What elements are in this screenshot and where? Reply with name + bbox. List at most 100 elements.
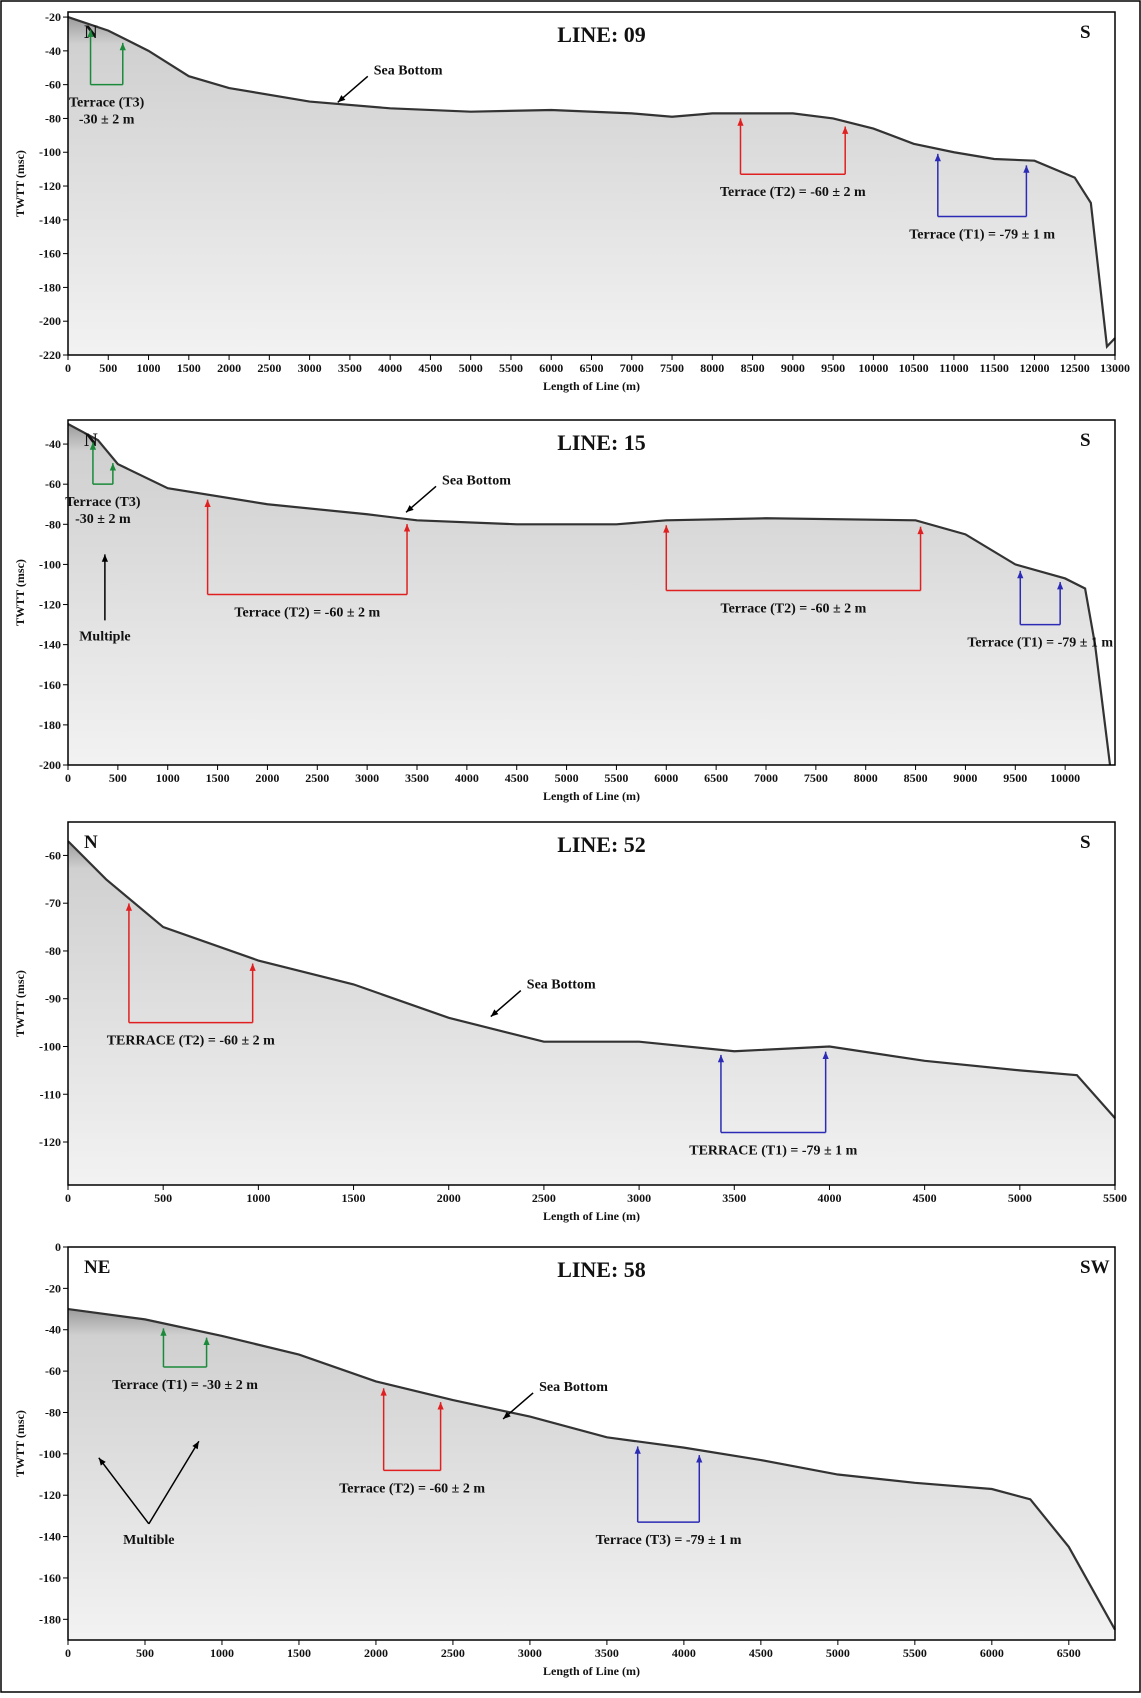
- x-tick-label: 4000: [378, 361, 402, 375]
- x-axis-label: Length of Line (m): [543, 789, 640, 803]
- x-tick-label: 5000: [1008, 1191, 1032, 1205]
- x-tick-label: 3000: [298, 361, 322, 375]
- x-tick-label: 4000: [455, 771, 479, 785]
- pointer-label: Sea Bottom: [374, 63, 443, 78]
- compass-left: N: [84, 430, 98, 451]
- terrace-arrow-head: [822, 1051, 829, 1060]
- seismic-fill: [68, 424, 1111, 765]
- y-tick-label: -220: [39, 348, 61, 362]
- x-tick-label: 4000: [817, 1191, 841, 1205]
- x-tick-label: 500: [109, 771, 127, 785]
- terrace-arrow-head: [634, 1446, 641, 1454]
- y-tick-label: -120: [39, 1488, 61, 1502]
- x-tick-label: 4500: [913, 1191, 937, 1205]
- y-axis-label: TWTT (msc): [13, 150, 27, 217]
- pointer-arrow: [148, 1440, 200, 1525]
- x-tick-label: 1500: [206, 771, 230, 785]
- terrace-label: TERRACE (T1) = -79 ± 1 m: [689, 1143, 857, 1158]
- y-axis-label: TWTT (msc): [13, 970, 27, 1037]
- x-tick-label: 4500: [418, 361, 442, 375]
- terrace-arrow-head: [1017, 570, 1024, 579]
- x-tick-label: 0: [65, 771, 71, 785]
- y-tick-label: 0: [55, 1240, 61, 1254]
- pointer-arrow-head: [490, 1009, 499, 1017]
- plot-frame: [67, 1246, 1116, 1641]
- x-tick-label: 13000: [1100, 361, 1130, 375]
- x-tick-label: 500: [99, 361, 117, 375]
- sea-bottom-line: [67, 1307, 1116, 1631]
- terrace-arrow-head: [87, 29, 94, 38]
- compass-right: S: [1080, 22, 1091, 43]
- x-tick-label: 3000: [518, 1646, 542, 1660]
- terrace-arrow-head: [160, 1328, 167, 1336]
- x-tick-label: 8000: [854, 771, 878, 785]
- x-tick-label: 1000: [137, 361, 161, 375]
- terrace-label: Terrace (T1) = -30 ± 2 m: [112, 1378, 258, 1393]
- chart-title: LINE: 52: [557, 832, 646, 857]
- terrace-label: Terrace (T1) = -79 ± 1 m: [909, 227, 1055, 242]
- x-tick-label: 11500: [980, 361, 1009, 375]
- x-tick-label: 500: [136, 1646, 154, 1660]
- pointer-arrow: [98, 1457, 150, 1525]
- x-tick-label: 1500: [342, 1191, 366, 1205]
- y-tick-label: -40: [45, 1323, 61, 1337]
- terrace-arrow-head: [109, 463, 116, 471]
- pointer-label: Multible: [123, 1533, 174, 1548]
- x-tick-label: 10000: [858, 361, 888, 375]
- x-tick-label: 1500: [287, 1646, 311, 1660]
- plot-frame: [67, 419, 1116, 766]
- terrace-arrow-head: [437, 1402, 444, 1410]
- terrace-arrow-head: [380, 1388, 387, 1396]
- y-tick-label: -60: [45, 1364, 61, 1378]
- x-tick-label: 5500: [903, 1646, 927, 1660]
- terrace-label: -30 ± 2 m: [79, 113, 135, 128]
- y-tick-label: -40: [45, 437, 61, 451]
- x-tick-label: 0: [65, 361, 71, 375]
- x-tick-label: 6000: [654, 771, 678, 785]
- x-tick-label: 2500: [532, 1191, 556, 1205]
- compass-right: S: [1080, 832, 1091, 853]
- terrace-arrow-head: [696, 1455, 703, 1463]
- x-tick-label: 7500: [804, 771, 828, 785]
- x-tick-label: 2500: [305, 771, 329, 785]
- y-tick-label: -100: [39, 1447, 61, 1461]
- x-tick-label: 0: [65, 1191, 71, 1205]
- y-tick-label: -20: [45, 1281, 61, 1295]
- sea-bottom-line: [67, 840, 1116, 1119]
- x-tick-label: 8500: [741, 361, 765, 375]
- y-tick-label: -100: [39, 1039, 61, 1053]
- y-tick-label: -100: [39, 145, 61, 159]
- x-axis-label: Length of Line (m): [543, 1209, 640, 1223]
- x-tick-label: 8000: [700, 361, 724, 375]
- y-tick-label: -180: [39, 718, 61, 732]
- terrace-arrow-head: [204, 499, 211, 507]
- y-tick-label: -80: [45, 517, 61, 531]
- x-tick-label: 3500: [722, 1191, 746, 1205]
- pointer-arrow-head: [101, 554, 109, 562]
- terrace-label: Terrace (T2) = -60 ± 2 m: [339, 1481, 485, 1496]
- seismic-fill: [68, 1309, 1115, 1640]
- terrace-label: Terrace (T2) = -60 ± 2 m: [234, 606, 380, 621]
- y-tick-label: -140: [39, 1530, 61, 1544]
- y-tick-label: -60: [45, 78, 61, 92]
- terrace-label: TERRACE (T2) = -60 ± 2 m: [107, 1034, 275, 1049]
- x-tick-label: 5500: [1103, 1191, 1127, 1205]
- y-tick-label: -180: [39, 280, 61, 294]
- pointer-arrow-head: [337, 95, 346, 103]
- x-tick-label: 4000: [672, 1646, 696, 1660]
- x-tick-label: 5000: [459, 361, 483, 375]
- x-tick-label: 9500: [1003, 771, 1027, 785]
- pointer-arrow-head: [192, 1441, 199, 1450]
- chart-title: LINE: 15: [557, 430, 646, 455]
- y-tick-label: -200: [39, 758, 61, 772]
- y-tick-label: -140: [39, 638, 61, 652]
- y-tick-label: -180: [39, 1612, 61, 1626]
- x-tick-label: 500: [154, 1191, 172, 1205]
- x-tick-label: 1500: [177, 361, 201, 375]
- terrace-arrow-head: [842, 126, 849, 134]
- terrace-label: Terrace (T3): [69, 96, 145, 111]
- y-tick-label: -110: [40, 1087, 61, 1101]
- y-tick-label: -120: [39, 598, 61, 612]
- pointer-label: Sea Bottom: [539, 1380, 608, 1395]
